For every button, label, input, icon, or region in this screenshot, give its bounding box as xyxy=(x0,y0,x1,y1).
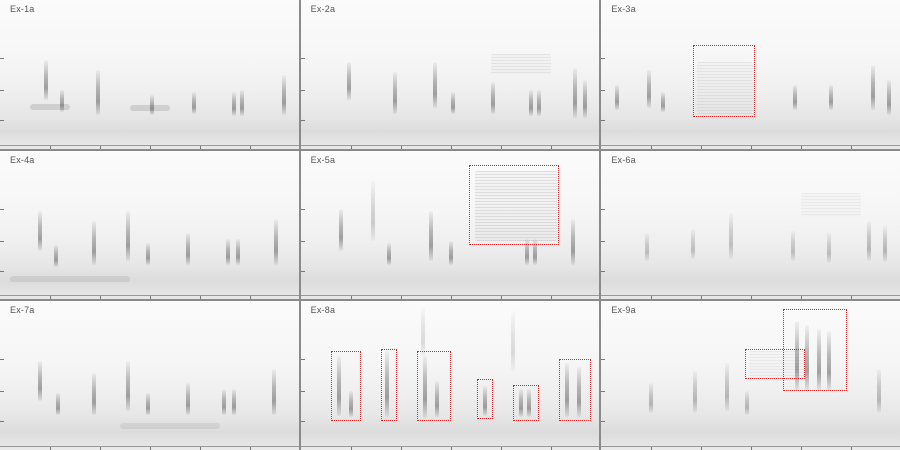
y-axis-ticks xyxy=(601,0,606,149)
panel-label: Ex-5a xyxy=(310,154,336,165)
spectrogram-panel-4: Ex-4a xyxy=(0,150,299,300)
y-axis-ticks xyxy=(0,0,4,149)
panel-label: Ex-7a xyxy=(10,305,35,316)
spectrogram-panel-8: Ex-8a xyxy=(300,301,600,450)
highlight-box xyxy=(380,349,397,422)
y-axis-ticks xyxy=(300,301,305,450)
x-axis xyxy=(300,446,600,450)
highlight-box xyxy=(512,385,539,422)
spectrogram-panel-1: Ex-1a xyxy=(0,0,299,149)
highlight-box xyxy=(330,351,361,422)
highlight-box xyxy=(476,379,493,420)
spectrogram-panel-2: Ex-2a xyxy=(300,0,600,149)
spectrogram-panel-5: Ex-5a xyxy=(300,150,600,300)
y-axis-ticks xyxy=(300,151,305,300)
y-axis-ticks xyxy=(300,0,305,149)
x-axis xyxy=(0,446,299,450)
spectrogram-panel-6: Ex-6a xyxy=(601,150,900,300)
x-axis xyxy=(601,446,900,450)
panel-label: Ex-9a xyxy=(611,305,636,316)
panel-label: Ex-4a xyxy=(10,154,35,165)
highlight-box xyxy=(693,45,756,117)
y-axis-ticks xyxy=(0,301,4,450)
highlight-box xyxy=(783,309,848,392)
x-axis xyxy=(601,295,900,300)
x-axis xyxy=(300,295,600,300)
highlight-box xyxy=(558,359,591,422)
spectrogram-panel-7: Ex-7a xyxy=(0,301,299,450)
panel-label: Ex-8a xyxy=(310,305,336,316)
panel-label: Ex-3a xyxy=(611,4,636,14)
y-axis-ticks xyxy=(601,151,606,300)
x-axis xyxy=(0,295,299,300)
y-axis-ticks xyxy=(0,151,4,300)
panel-label: Ex-2a xyxy=(310,4,336,14)
y-axis-ticks xyxy=(601,301,606,450)
panel-label: Ex-1a xyxy=(10,4,35,14)
spectrogram-panel-3: Ex-3a xyxy=(601,0,900,149)
x-axis xyxy=(300,144,600,149)
highlight-box xyxy=(468,164,559,245)
highlight-box xyxy=(416,351,451,422)
x-axis xyxy=(601,144,900,149)
x-axis xyxy=(0,144,299,149)
highlight-box xyxy=(745,349,806,380)
spectrogram-panel-9: Ex-9a xyxy=(601,301,900,450)
panel-label: Ex-6a xyxy=(611,154,636,165)
